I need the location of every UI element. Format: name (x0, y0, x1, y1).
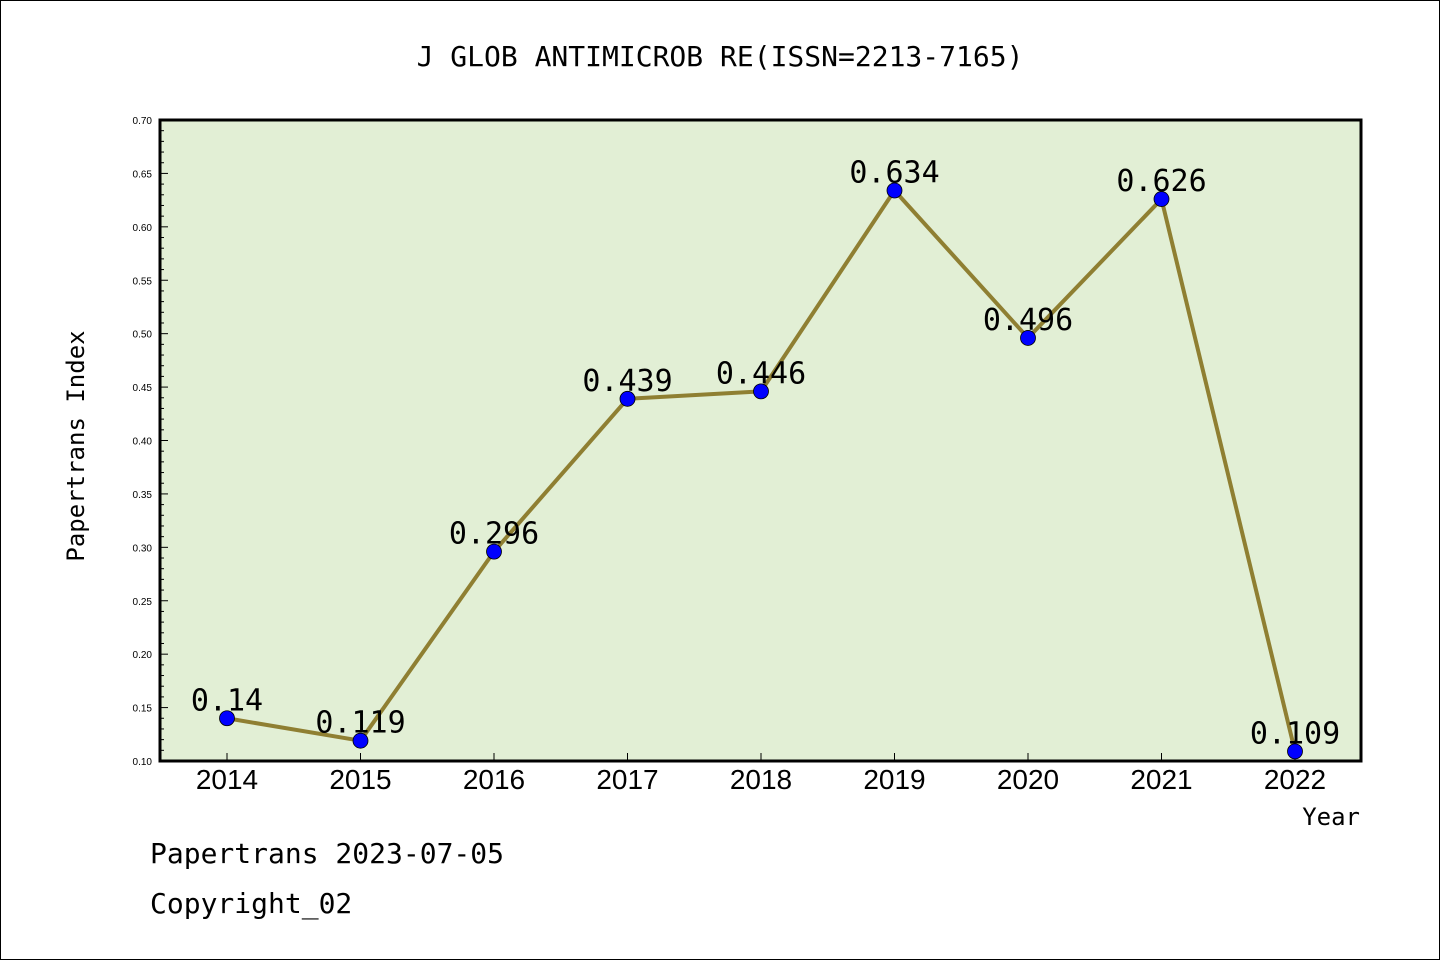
data-point (1153, 191, 1170, 207)
data-label: 0.496 (983, 303, 1073, 338)
x-tick-label: 2017 (596, 764, 658, 795)
data-point (486, 543, 502, 560)
data-label: 0.119 (315, 706, 405, 741)
footer-copyright: Copyright_02 (150, 887, 352, 921)
footer-date: Papertrans 2023-07-05 (150, 837, 504, 870)
x-tick-label: 2016 (463, 764, 525, 795)
y-tick-label: 0.10 (133, 757, 153, 768)
x-tick-label: 2018 (730, 764, 792, 795)
x-tick-label: 2021 (1130, 764, 1192, 795)
chart-title: J GLOB ANTIMICROB RE(ISSN=2213-7165) (417, 40, 1024, 73)
y-tick-label: 0.65 (133, 169, 153, 180)
series-layer: 0.14 0.119 0.296 0.439 0.446 0.634 0.496 0.626 0… (191, 156, 1340, 760)
x-tick-label: 2014 (196, 764, 258, 795)
data-point (352, 732, 369, 749)
x-tick-label: 2020 (997, 764, 1059, 795)
y-tick-label: 0.50 (133, 330, 153, 341)
data-label: 0.634 (849, 156, 939, 191)
data-label: 0.439 (582, 364, 672, 399)
x-tick-label: 2022 (1264, 764, 1326, 795)
y-tick-label: 0.30 (133, 543, 153, 554)
data-label: 0.14 (191, 683, 263, 718)
data-point (219, 710, 235, 727)
y-tick-label: 0.35 (133, 490, 153, 501)
y-tick-label: 0.60 (133, 223, 153, 234)
data-label: 0.626 (1116, 164, 1206, 199)
plot-area (158, 118, 1363, 763)
y-tick-label: 0.20 (133, 650, 153, 661)
y-tick-label: 0.15 (133, 704, 153, 715)
y-axis: 0.10 0.15 0.20 0.25 0.30 0.35 0.40 0.45 0.50 0.55… (133, 116, 168, 768)
y-axis-label: Papertrans Index (62, 330, 90, 561)
x-tick-label: 2015 (329, 764, 391, 795)
y-tick-label: 0.70 (133, 116, 153, 127)
data-label: 0.446 (716, 356, 806, 391)
y-tick-label: 0.25 (133, 597, 153, 608)
y-tick-label: 0.40 (133, 437, 153, 448)
x-tick-label: 2019 (863, 764, 925, 795)
y-tick-label: 0.55 (133, 276, 153, 287)
x-axis: 2014 2015 2016 2017 2018 2019 2020 2021 2022 (196, 753, 1326, 795)
data-point (753, 383, 769, 400)
data-point (1020, 330, 1036, 346)
y-tick-label: 0.45 (133, 383, 153, 394)
data-point (886, 182, 903, 199)
data-point (619, 390, 636, 407)
data-label: 0.296 (449, 517, 539, 552)
data-label: 0.109 (1250, 716, 1340, 751)
data-point (1287, 743, 1303, 760)
x-axis-label: Year (1302, 803, 1360, 831)
